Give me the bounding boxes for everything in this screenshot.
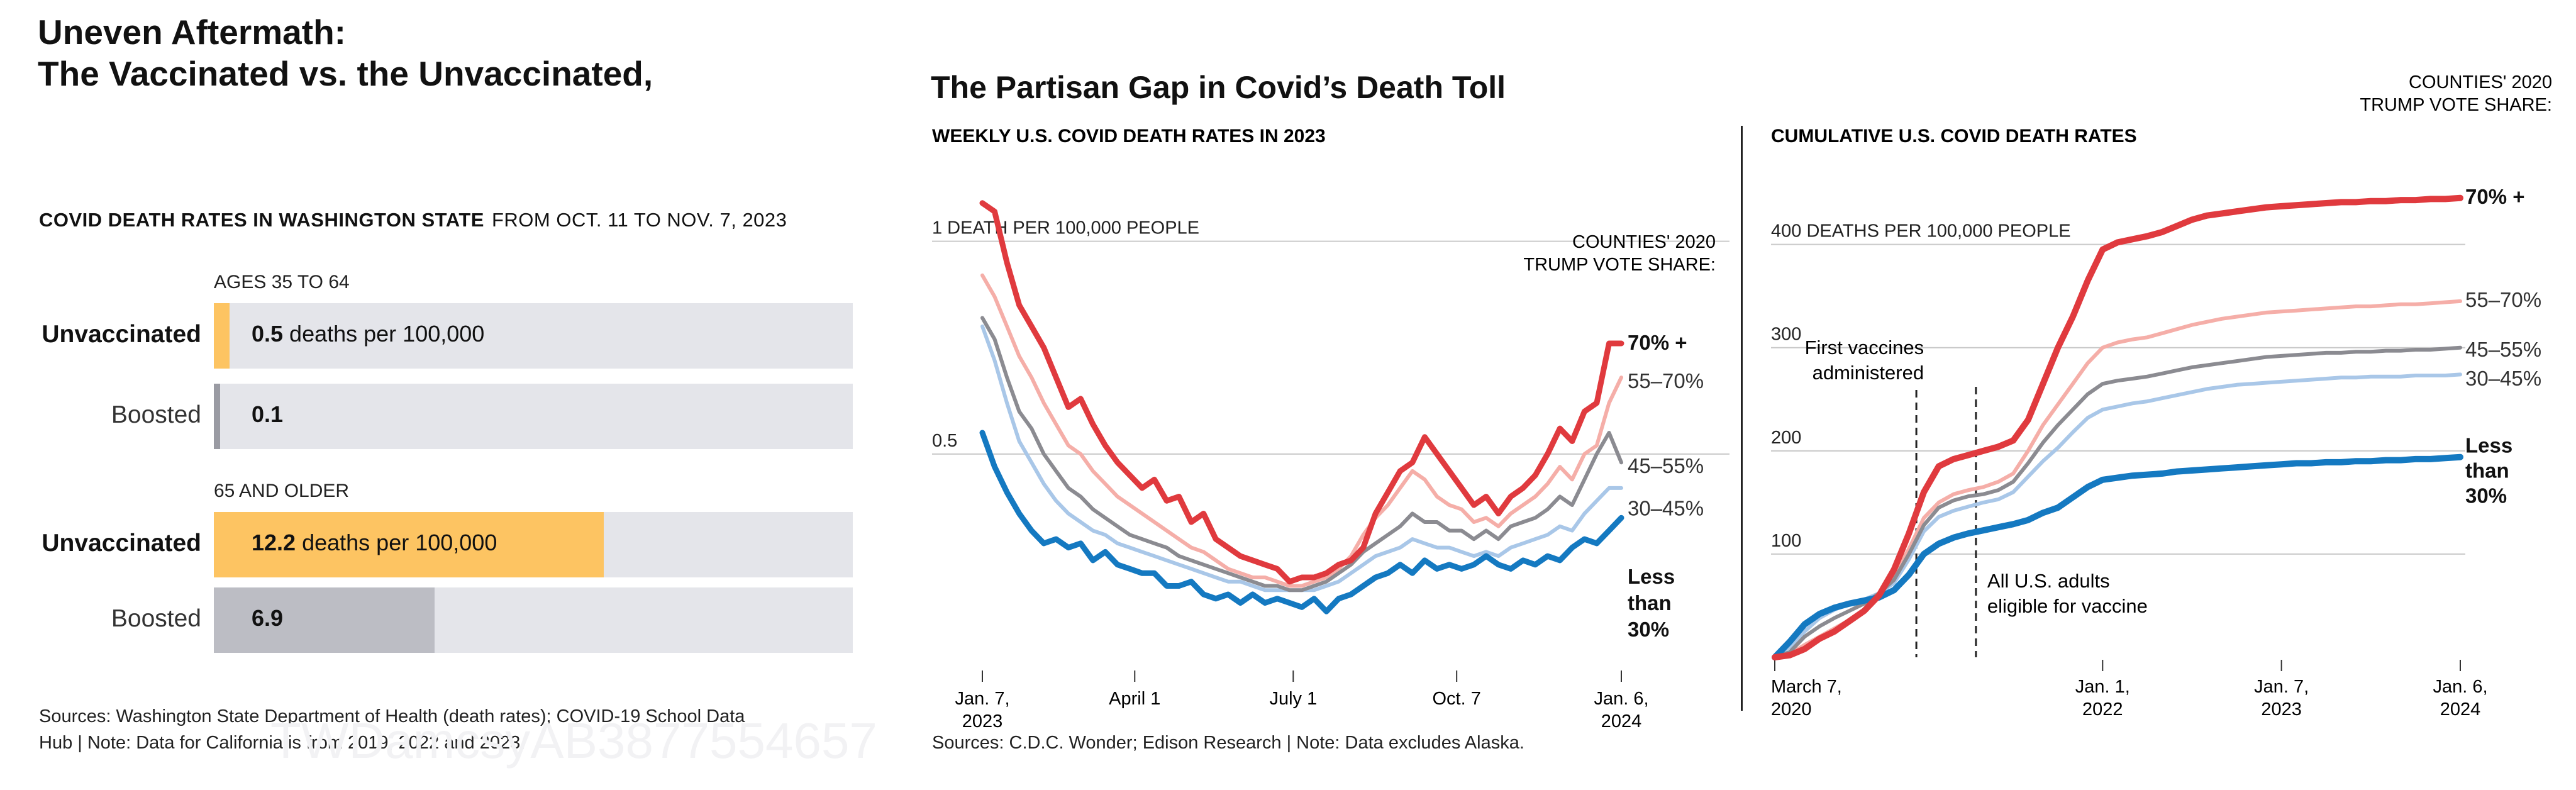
weekly-death-rate-chart: WEEKLY U.S. COVID DEATH RATES IN 2023 1 D… xyxy=(932,126,1729,732)
legend-title-line2: TRUMP VOTE SHARE: xyxy=(2360,95,2552,115)
bar-fill xyxy=(214,587,435,653)
x-tick-label: July 1 xyxy=(1269,689,1317,709)
series-label-lt30: Less xyxy=(1628,565,1675,588)
annotation-label: administered xyxy=(1813,362,1924,384)
series-label-lt30: than xyxy=(2465,459,2509,482)
x-tick-label: Jan. 7, xyxy=(955,689,1009,709)
bar-row-label: Unvaccinated xyxy=(42,321,201,348)
washington-bar-chart: AGES 35 TO 64 Unvaccinated 0.5 deaths per … xyxy=(0,264,880,667)
bar-value-label: 0.1 xyxy=(252,401,283,428)
y-tick-label: 1 DEATH PER 100,000 PEOPLE xyxy=(932,218,1199,238)
left-title: Uneven Aftermath: The Vaccinated vs. the… xyxy=(38,11,653,94)
y-tick-label: 400 DEATHS PER 100,000 PEOPLE xyxy=(1771,221,2071,242)
annotation-label: First vaccines xyxy=(1805,337,1924,359)
bar-value-number: 0.5 xyxy=(252,321,284,347)
x-tick-label-year: 2024 xyxy=(2440,699,2481,720)
bar-value-unit: deaths per 100,000 xyxy=(283,321,485,347)
legend-title-line1: COUNTIES' 2020 xyxy=(2409,72,2552,92)
x-tick-label: Jan. 7, xyxy=(2254,677,2309,697)
y-tick-label: 100 xyxy=(1771,531,1801,551)
bar-value-label: 12.2 deaths per 100,000 xyxy=(252,530,497,556)
right-title: The Partisan Gap in Covid’s Death Toll xyxy=(931,70,1506,105)
right-sources: Sources: C.D.C. Wonder; Edison Research … xyxy=(932,733,1524,753)
x-tick-label-year: 2023 xyxy=(2261,699,2302,720)
x-tick-label: March 7, xyxy=(1771,677,1842,697)
series-line-70 xyxy=(1772,194,2463,660)
series-label-lt30: Less xyxy=(2465,434,2512,457)
left-title-line1: Uneven Aftermath: xyxy=(38,13,346,52)
x-tick-label: April 1 xyxy=(1109,689,1160,709)
x-tick-label-year: 2020 xyxy=(1771,699,1812,720)
series-label-30: 30–45% xyxy=(1628,497,1704,520)
x-tick-label: Jan. 1, xyxy=(2075,677,2130,697)
bar-fill xyxy=(214,384,220,449)
annotation-label: eligible for vaccine xyxy=(1987,595,2148,617)
bar-value-number: 0.1 xyxy=(252,401,284,427)
y-tick-label: 300 xyxy=(1771,325,1801,345)
left-sources: Sources: Washington State Department of … xyxy=(39,706,745,753)
left-title-line2: The Vaccinated vs. the Unvaccinated, xyxy=(38,54,653,93)
age-group-label: AGES 35 TO 64 xyxy=(214,272,350,292)
series-label-lt30: than xyxy=(1628,591,1672,615)
section-subtitle-text: FROM OCT. 11 TO NOV. 7, 2023 xyxy=(491,209,787,231)
x-tick-label-year: 2024 xyxy=(1601,711,1642,732)
series-label-lt30: 30% xyxy=(2465,484,2507,508)
series-label-55: 55–70% xyxy=(1628,369,1704,392)
x-tick-label-year: 2022 xyxy=(2082,699,2123,720)
panel-divider xyxy=(1741,126,1743,711)
series-line-70 xyxy=(979,200,1624,585)
x-tick-label: Oct. 7 xyxy=(1433,689,1481,709)
series-label-70: 70% + xyxy=(2465,185,2525,208)
section-title-text: COVID DEATH RATES IN WASHINGTON STATE xyxy=(39,209,484,231)
series-label-lt30: 30% xyxy=(1628,618,1669,641)
series-line-30 xyxy=(980,324,1623,592)
x-tick-label: Jan. 6, xyxy=(2433,677,2487,697)
series-label-30: 30–45% xyxy=(2465,367,2541,390)
bar-track xyxy=(214,303,853,369)
y-tick-label: 0.5 xyxy=(932,431,957,451)
watermark: TWDamcsyAB3877554657 xyxy=(270,713,877,769)
bar-value-number: 6.9 xyxy=(252,605,284,631)
legend-title-line2: TRUMP VOTE SHARE: xyxy=(1523,255,1716,275)
bar-fill xyxy=(214,512,604,577)
weekly-chart-title: WEEKLY U.S. COVID DEATH RATES IN 2023 xyxy=(932,126,1326,147)
y-tick-label: 200 xyxy=(1771,428,1801,448)
series-label-70: 70% + xyxy=(1628,331,1687,354)
cumulative-death-rate-chart: CUMULATIVE U.S. COVID DEATH RATES 400 DEA… xyxy=(1771,72,2552,720)
bar-track xyxy=(214,384,853,449)
series-line-45 xyxy=(980,316,1623,592)
bar-value-label: 0.5 deaths per 100,000 xyxy=(252,321,484,347)
series-line-55 xyxy=(980,273,1623,588)
bar-value-unit: deaths per 100,000 xyxy=(296,530,497,555)
bar-value-number: 12.2 xyxy=(252,530,296,555)
series-label-55: 55–70% xyxy=(2465,288,2541,311)
cumulative-chart-title: CUMULATIVE U.S. COVID DEATH RATES xyxy=(1771,126,2137,147)
bar-value-label: 6.9 xyxy=(252,605,283,631)
bar-row-label: Boosted xyxy=(111,605,201,632)
x-tick-label: Jan. 6, xyxy=(1594,689,1648,709)
age-group-label: 65 AND OLDER xyxy=(214,481,350,501)
series-label-45: 45–55% xyxy=(2465,338,2541,361)
x-tick-label-year: 2023 xyxy=(962,711,1003,732)
bar-fill xyxy=(214,303,230,369)
annotation-label: All U.S. adults xyxy=(1987,570,2110,592)
legend-title-line1: COUNTIES' 2020 xyxy=(1572,232,1716,252)
bar-row-label: Boosted xyxy=(111,401,201,428)
bar-row-label: Unvaccinated xyxy=(42,530,201,557)
washington-section-title: COVID DEATH RATES IN WASHINGTON STATE FRO… xyxy=(39,209,787,231)
series-line-lt30 xyxy=(979,430,1624,615)
series-line-lt30 xyxy=(1772,453,2463,660)
series-label-45: 45–55% xyxy=(1628,454,1704,477)
